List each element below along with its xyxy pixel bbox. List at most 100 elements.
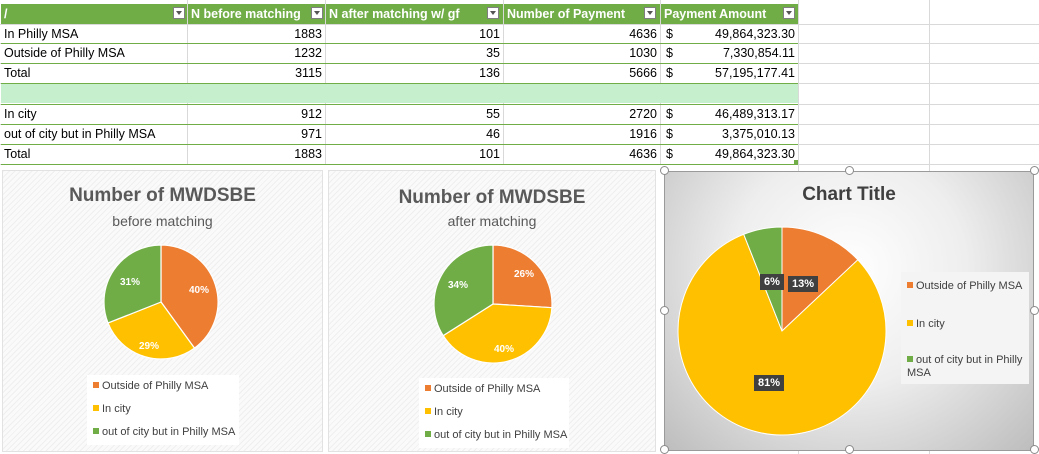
header-cell-n-after[interactable]: N after matching w/ gf	[326, 4, 503, 24]
table-cell[interactable]: 1916	[629, 127, 657, 141]
pie-plot-area	[677, 226, 887, 436]
legend-item[interactable]: In city	[425, 406, 463, 418]
filter-dropdown-icon[interactable]	[311, 7, 323, 19]
header-n-after-text: N after matching w/ gf	[329, 7, 460, 21]
pie-slice-outside-philly-msa[interactable]	[492, 244, 553, 309]
legend-item[interactable]: In city	[93, 403, 131, 415]
table-border	[1, 104, 798, 105]
table-cell[interactable]: 3115	[295, 66, 322, 80]
resize-handle[interactable]	[845, 166, 854, 175]
filter-dropdown-icon[interactable]	[173, 7, 185, 19]
header-amount-text: Payment Amount	[664, 7, 767, 21]
table-cell[interactable]: 3,375,010.13	[722, 127, 795, 141]
legend-item[interactable]: Outside of Philly MSA	[425, 383, 540, 395]
table-cell[interactable]: In Philly MSA	[4, 27, 79, 41]
legend-swatch	[93, 382, 99, 389]
pie-chart-before-matching[interactable]: Number of MWDSBE before matching 40% 29%…	[2, 170, 323, 452]
pie-data-label: 31%	[120, 277, 141, 288]
resize-handle[interactable]	[660, 445, 669, 454]
legend-item[interactable]: Outside of Philly MSA	[907, 280, 1022, 292]
legend-swatch	[907, 356, 913, 363]
header-cell-label[interactable]: /	[1, 4, 187, 24]
filter-dropdown-icon[interactable]	[487, 7, 499, 19]
table-cell[interactable]: 49,864,323.30	[715, 27, 795, 41]
pie-slice-outside-philly-msa[interactable]	[781, 226, 859, 333]
table-cell[interactable]: 101	[479, 147, 500, 161]
table-resize-handle[interactable]	[794, 160, 798, 164]
table-cell[interactable]: 912	[301, 107, 322, 121]
table-cell[interactable]: 5666	[629, 66, 657, 80]
pie-slice-out-of-city-in-msa[interactable]	[433, 244, 494, 337]
resize-handle[interactable]	[845, 445, 854, 454]
legend-item[interactable]: Outside of Philly MSA	[93, 380, 208, 392]
table-cell[interactable]: Outside of Philly MSA	[4, 46, 125, 60]
header-cell-n-before[interactable]: N before matching	[188, 4, 325, 24]
table-cell[interactable]: 4636	[629, 147, 657, 161]
pie-slice-outside-philly-msa[interactable]	[160, 244, 219, 349]
table-cell[interactable]: 55	[486, 107, 500, 121]
table-cell[interactable]: 1030	[629, 46, 657, 60]
legend-label: In city	[102, 403, 131, 415]
chart-title: Number of MWDSBE	[398, 187, 586, 208]
table-cell[interactable]: 46,489,313.17	[715, 107, 795, 121]
table-border	[1, 63, 798, 64]
table-cell[interactable]: 35	[486, 46, 500, 60]
legend-label: Outside of Philly MSA	[434, 383, 541, 395]
table-cell[interactable]: 49,864,323.30	[715, 147, 795, 161]
table-border	[1, 43, 798, 44]
legend-item[interactable]: out of city but in Philly MSA	[93, 426, 235, 438]
pie-chart-selected[interactable]: Chart Title 13% 81% 6% Outside of Philly…	[664, 171, 1034, 451]
table-cell[interactable]: 1883	[294, 27, 322, 41]
legend-label: Outside of Philly MSA	[916, 280, 1023, 292]
chart-title: Chart Title	[802, 184, 896, 205]
table-cell[interactable]: 1232	[294, 46, 322, 60]
legend-label: out of city but in Philly MSA	[907, 354, 1023, 379]
currency-symbol: $	[666, 127, 673, 141]
pie-slice-out-of-city-in-msa[interactable]	[103, 244, 162, 324]
table-cell[interactable]: 46	[486, 127, 500, 141]
pie-slices	[433, 244, 553, 364]
table-cell[interactable]: 136	[479, 66, 500, 80]
resize-handle[interactable]	[1030, 306, 1039, 315]
table-cell[interactable]: 4636	[629, 27, 657, 41]
legend-label: In city	[434, 406, 463, 418]
table-cell[interactable]: 2720	[629, 107, 657, 121]
header-cell-amount[interactable]: Payment Amount	[661, 4, 798, 24]
table-border	[1, 124, 798, 125]
resize-handle[interactable]	[660, 306, 669, 315]
legend-item[interactable]: out of city but in Philly MSA	[425, 429, 567, 441]
table-cell[interactable]: In city	[4, 107, 37, 121]
header-cell-payments[interactable]: Number of Payment	[504, 4, 660, 24]
table-cell[interactable]: 7,330,854.11	[722, 46, 795, 60]
table-cell[interactable]: 101	[479, 27, 500, 41]
filter-dropdown-icon[interactable]	[783, 7, 795, 19]
resize-handle[interactable]	[1030, 445, 1039, 454]
table-cell[interactable]: Total	[4, 66, 31, 80]
chart-legend: Outside of Philly MSA In city out of cit…	[901, 272, 1029, 384]
pie-data-label: 13%	[788, 276, 819, 292]
table-cell[interactable]: 1883	[294, 147, 322, 161]
legend-item[interactable]: In city	[907, 318, 945, 330]
separator-band-row[interactable]	[1, 84, 798, 103]
pie-plot-area	[103, 244, 219, 360]
header-label-text: /	[4, 7, 8, 21]
header-payments-text: Number of Payment	[507, 7, 626, 21]
pie-data-label: 34%	[448, 280, 469, 291]
legend-swatch	[93, 428, 99, 435]
legend-swatch	[425, 431, 431, 438]
table-cell[interactable]: out of city but in Philly MSA	[4, 127, 156, 141]
resize-handle[interactable]	[1030, 166, 1039, 175]
table-cell[interactable]: 971	[301, 127, 322, 141]
table-cell[interactable]: Total	[4, 147, 31, 161]
pie-slice-in-city[interactable]	[677, 233, 887, 436]
resize-handle[interactable]	[660, 166, 669, 175]
table-cell[interactable]: 57,195,177.41	[715, 66, 795, 80]
chart-title: Number of MWDSBE	[69, 185, 256, 206]
pie-chart-after-matching[interactable]: Number of MWDSBE after matching 26% 40% …	[328, 170, 656, 452]
pie-data-label: 29%	[139, 341, 160, 352]
filter-dropdown-icon[interactable]	[644, 7, 656, 19]
chart-subtitle: before matching	[112, 213, 213, 229]
pie-slice-in-city[interactable]	[107, 301, 196, 360]
header-n-before-text: N before matching	[191, 7, 301, 21]
legend-item[interactable]: out of city but in Philly MSA	[907, 354, 1023, 380]
